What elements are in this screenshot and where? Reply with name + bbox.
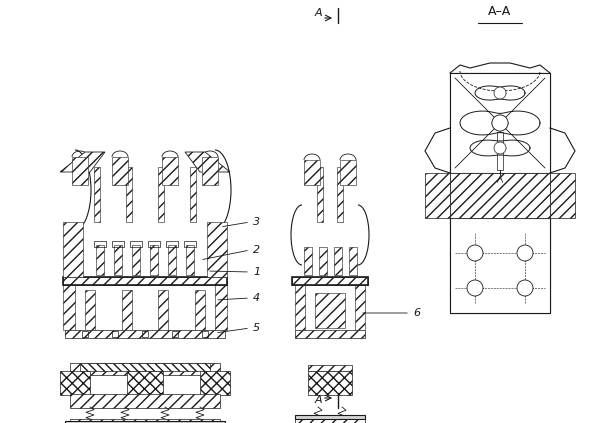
Bar bbox=[70, 363, 220, 375]
Bar bbox=[126, 167, 132, 222]
Bar bbox=[317, 167, 323, 222]
Circle shape bbox=[492, 115, 508, 131]
Bar bbox=[184, 241, 196, 247]
Bar bbox=[122, 290, 132, 330]
Bar bbox=[166, 241, 178, 247]
Bar bbox=[450, 173, 550, 218]
Polygon shape bbox=[60, 152, 105, 172]
Bar bbox=[497, 132, 503, 170]
Bar bbox=[215, 285, 227, 330]
Bar bbox=[172, 331, 178, 337]
Bar bbox=[334, 247, 342, 275]
Bar bbox=[63, 285, 75, 330]
Text: 2: 2 bbox=[253, 245, 260, 255]
Bar bbox=[94, 167, 100, 222]
Bar bbox=[72, 157, 88, 185]
Bar bbox=[450, 218, 550, 313]
Text: 4: 4 bbox=[253, 293, 260, 303]
Bar bbox=[349, 247, 357, 275]
Polygon shape bbox=[185, 152, 230, 172]
Text: А–А: А–А bbox=[488, 5, 512, 18]
Bar bbox=[148, 241, 160, 247]
Bar bbox=[127, 371, 163, 395]
Bar bbox=[70, 419, 220, 423]
Circle shape bbox=[467, 280, 483, 296]
Bar bbox=[304, 160, 320, 185]
Circle shape bbox=[467, 245, 483, 261]
Bar bbox=[200, 371, 230, 395]
Bar bbox=[195, 290, 205, 330]
Bar bbox=[82, 331, 88, 337]
Bar bbox=[60, 371, 90, 395]
Circle shape bbox=[494, 87, 506, 99]
Bar bbox=[319, 247, 327, 275]
Bar bbox=[186, 245, 194, 275]
Text: 1: 1 bbox=[253, 267, 260, 277]
Bar bbox=[300, 417, 360, 423]
Bar bbox=[340, 160, 356, 185]
Bar bbox=[450, 73, 550, 173]
Bar bbox=[142, 331, 148, 337]
Bar bbox=[295, 285, 305, 330]
Bar bbox=[308, 365, 352, 371]
Bar bbox=[70, 394, 220, 408]
Bar bbox=[94, 241, 106, 247]
Bar bbox=[190, 167, 196, 222]
Bar bbox=[112, 241, 124, 247]
Text: A: A bbox=[314, 395, 322, 405]
Bar bbox=[150, 245, 158, 275]
Bar bbox=[292, 277, 368, 285]
Circle shape bbox=[494, 142, 506, 154]
Bar bbox=[65, 330, 225, 338]
Bar bbox=[132, 245, 140, 275]
Text: 5: 5 bbox=[253, 323, 260, 333]
Bar bbox=[337, 167, 343, 222]
Bar bbox=[304, 247, 312, 275]
Bar bbox=[112, 331, 118, 337]
Bar bbox=[355, 285, 365, 330]
Bar bbox=[308, 371, 352, 395]
Bar bbox=[550, 173, 575, 218]
Bar bbox=[63, 277, 227, 285]
Bar bbox=[425, 173, 450, 218]
Bar bbox=[295, 418, 365, 423]
Text: A: A bbox=[314, 8, 322, 18]
Bar bbox=[202, 331, 208, 337]
Bar bbox=[80, 363, 210, 371]
Bar bbox=[65, 421, 225, 423]
Circle shape bbox=[517, 245, 533, 261]
Text: 6: 6 bbox=[413, 308, 420, 318]
Bar bbox=[112, 157, 128, 185]
Bar bbox=[295, 330, 365, 338]
Bar bbox=[96, 245, 104, 275]
Bar bbox=[450, 73, 550, 313]
Bar bbox=[295, 415, 365, 419]
Bar bbox=[292, 277, 368, 285]
Bar bbox=[315, 293, 345, 328]
Bar bbox=[202, 157, 218, 185]
Circle shape bbox=[492, 115, 508, 131]
Bar bbox=[85, 290, 95, 330]
Bar bbox=[63, 222, 83, 277]
Bar bbox=[130, 241, 142, 247]
Bar bbox=[207, 222, 227, 277]
Bar bbox=[168, 245, 176, 275]
Text: 3: 3 bbox=[253, 217, 260, 227]
Bar bbox=[158, 290, 168, 330]
Bar bbox=[63, 277, 227, 285]
Bar bbox=[114, 245, 122, 275]
Circle shape bbox=[517, 280, 533, 296]
Bar bbox=[158, 167, 164, 222]
Bar bbox=[162, 157, 178, 185]
